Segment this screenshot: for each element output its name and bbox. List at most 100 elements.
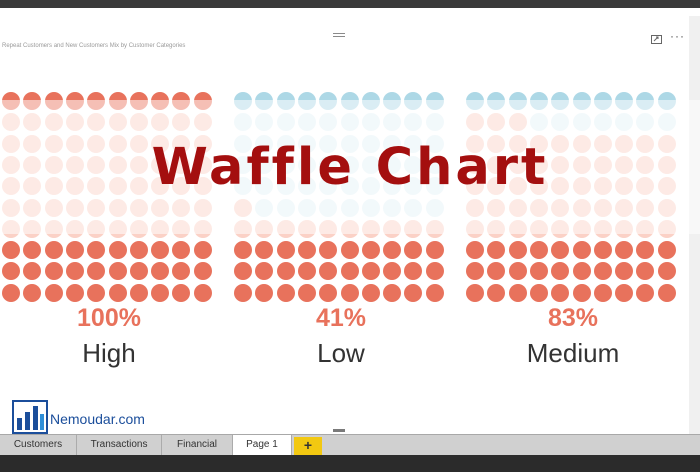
window-top-edge: [0, 0, 700, 8]
waffle-cell-low: [234, 262, 252, 281]
waffle-cell-medium: [657, 262, 676, 281]
waffle-cell-low: [297, 241, 316, 260]
waffle-cell-high: [172, 241, 191, 260]
waffle-cell-high: [129, 262, 148, 281]
waffle-cell-medium: [466, 262, 484, 281]
waffle-cell-medium: [466, 241, 484, 260]
tab-customers[interactable]: Customers: [0, 435, 77, 455]
waffle-cell-medium: [593, 262, 612, 281]
waffle-cell-high: [2, 283, 20, 302]
category-label-low: Low: [317, 338, 365, 368]
waffle-cell-medium: [636, 262, 655, 281]
waffle-cell-low: [255, 283, 274, 302]
waffle-cell-low: [319, 262, 338, 281]
waffle-cell-low: [361, 241, 380, 260]
waffle-cell-medium: [593, 241, 612, 260]
percent-label-high: 100%: [77, 304, 141, 332]
waffle-cell-medium: [572, 241, 591, 260]
waffle-cell-high: [65, 283, 84, 302]
tab-transactions[interactable]: Transactions: [77, 435, 162, 455]
waffle-cell-high: [193, 262, 212, 281]
drag-handle-icon[interactable]: [333, 33, 345, 39]
waffle-cell-high: [193, 283, 212, 302]
waffle-cell-medium: [657, 283, 676, 302]
waffle-cell-low: [234, 283, 252, 302]
waffle-cell-high: [172, 283, 191, 302]
waffle-cell-medium: [572, 283, 591, 302]
waffle-cell-high: [44, 241, 63, 260]
waffle-cell-medium: [529, 283, 548, 302]
bottom-resize-handle[interactable]: [333, 429, 345, 432]
page-tabs: Customers Transactions Financial Page 1 …: [0, 434, 700, 455]
waffle-cell-medium: [508, 241, 527, 260]
category-label-medium: Medium: [526, 338, 620, 368]
waffle-cell-low: [340, 241, 359, 260]
waffle-cell-high: [129, 241, 148, 260]
category-label-high: High: [82, 338, 136, 368]
waffle-cell-low: [361, 262, 380, 281]
waffle-cell-high: [129, 283, 148, 302]
waffle-cell-high: [151, 283, 170, 302]
waffle-cell-low: [383, 283, 402, 302]
waffle-cell-high: [2, 262, 20, 281]
waffle-cell-medium: [657, 241, 676, 260]
waffle-cell-medium: [529, 262, 548, 281]
waffle-cell-high: [108, 283, 127, 302]
tab-financial[interactable]: Financial: [162, 435, 233, 455]
waffle-cell-medium: [508, 283, 527, 302]
focus-mode-icon[interactable]: [651, 31, 662, 44]
waffle-cell-high: [87, 241, 106, 260]
waffle-cell-medium: [487, 262, 506, 281]
waffle-cell-high: [65, 241, 84, 260]
waffle-cell-low: [276, 262, 295, 281]
waffle-cell-medium: [508, 262, 527, 281]
waffle-cell-low: [276, 241, 295, 260]
waffle-cell-high: [87, 262, 106, 281]
brand-name: Nemoudar.com: [50, 411, 145, 427]
visual-title: Repeat Customers and New Customers Mix b…: [2, 43, 186, 49]
waffle-cell-low: [425, 241, 444, 260]
waffle-cell-medium: [551, 241, 570, 260]
waffle-cell-medium: [487, 283, 506, 302]
waffle-cell-high: [193, 241, 212, 260]
waffle-cell-low: [234, 241, 252, 260]
nemoudar-logo-icon: [12, 400, 48, 434]
waffle-cell-low: [297, 283, 316, 302]
waffle-cell-low: [276, 283, 295, 302]
waffle-cell-low: [404, 262, 423, 281]
waffle-cell-low: [255, 262, 274, 281]
waffle-cell-low: [383, 262, 402, 281]
waffle-cell-low: [340, 262, 359, 281]
waffle-cell-medium: [593, 283, 612, 302]
waffle-cell-low: [255, 241, 274, 260]
waffle-cell-low: [319, 283, 338, 302]
waffle-cell-high: [108, 262, 127, 281]
waffle-cell-high: [44, 283, 63, 302]
waffle-cell-low: [425, 283, 444, 302]
tab-page-1[interactable]: Page 1: [233, 435, 292, 455]
waffle-cell-high: [2, 241, 20, 260]
waffle-cell-high: [23, 283, 42, 302]
waffle-cell-medium: [551, 283, 570, 302]
waffle-cell-high: [87, 283, 106, 302]
percent-label-medium: 83%: [547, 304, 599, 332]
waffle-cell-high: [23, 262, 42, 281]
waffle-cell-high: [44, 262, 63, 281]
more-options-icon[interactable]: ···: [670, 29, 685, 43]
waffle-cell-medium: [487, 241, 506, 260]
waffle-cell-medium: [615, 262, 634, 281]
add-page-button[interactable]: +: [294, 437, 322, 455]
waffle-cell-medium: [636, 283, 655, 302]
waffle-cell-low: [383, 241, 402, 260]
waffle-cell-medium: [551, 262, 570, 281]
waffle-cell-medium: [572, 262, 591, 281]
waffle-cell-low: [361, 283, 380, 302]
waffle-cell-high: [108, 241, 127, 260]
waffle-cell-low: [340, 283, 359, 302]
waffle-cell-high: [151, 241, 170, 260]
waffle-cell-low: [425, 262, 444, 281]
waffle-cell-low: [297, 262, 316, 281]
overlay-title: Waffle Chart: [151, 138, 549, 197]
waffle-cell-high: [172, 262, 191, 281]
status-bar: [0, 455, 700, 472]
